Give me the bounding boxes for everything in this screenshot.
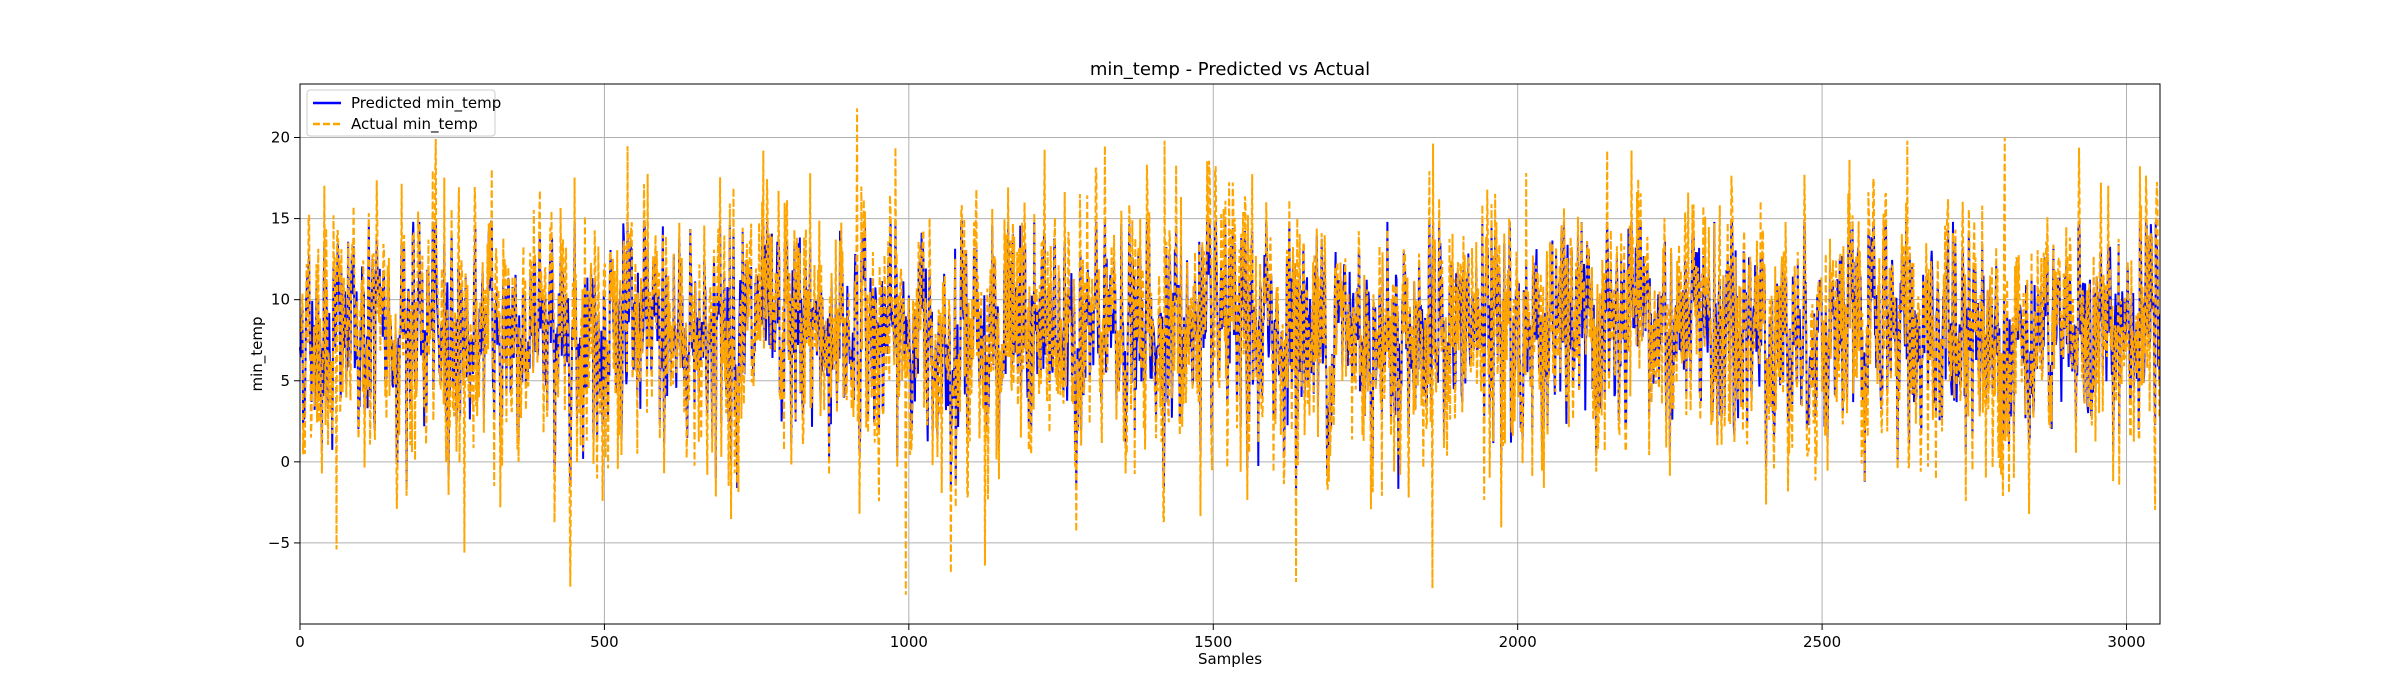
ticks: 0 500 1000 1500 2000 2500 3000 −5 0 5 10 15 20 xyxy=(268,129,2146,651)
plot-frame xyxy=(299,83,2161,625)
legend-label-actual: Actual min_temp xyxy=(351,115,478,134)
x-axis-label: Samples xyxy=(1198,650,1262,668)
x-tick-label: 2500 xyxy=(1803,633,1841,651)
y-tick-label: −5 xyxy=(268,534,290,552)
x-tick-label: 500 xyxy=(590,633,619,651)
x-tick-label: 1000 xyxy=(890,633,928,651)
y-tick-label: 5 xyxy=(280,372,290,390)
x-tick-label: 0 xyxy=(295,633,305,651)
y-tick-label: 10 xyxy=(271,291,290,309)
chart-title: min_temp - Predicted vs Actual xyxy=(1090,59,1370,80)
series-line-actual xyxy=(299,108,2161,595)
x-tick-label: 3000 xyxy=(2107,633,2145,651)
legend-label-predicted: Predicted min_temp xyxy=(351,94,501,113)
x-tick-label: 2000 xyxy=(1499,633,1537,651)
y-axis-label: min_temp xyxy=(248,316,267,391)
legend-box xyxy=(306,89,496,137)
series-layer xyxy=(299,108,2161,595)
legend: Predicted min_temp Actual min_temp xyxy=(306,89,501,137)
y-tick-label: 15 xyxy=(271,210,290,228)
y-tick-label: 0 xyxy=(280,453,290,471)
y-tick-label: 20 xyxy=(271,129,290,147)
x-tick-label: 1500 xyxy=(1194,633,1232,651)
